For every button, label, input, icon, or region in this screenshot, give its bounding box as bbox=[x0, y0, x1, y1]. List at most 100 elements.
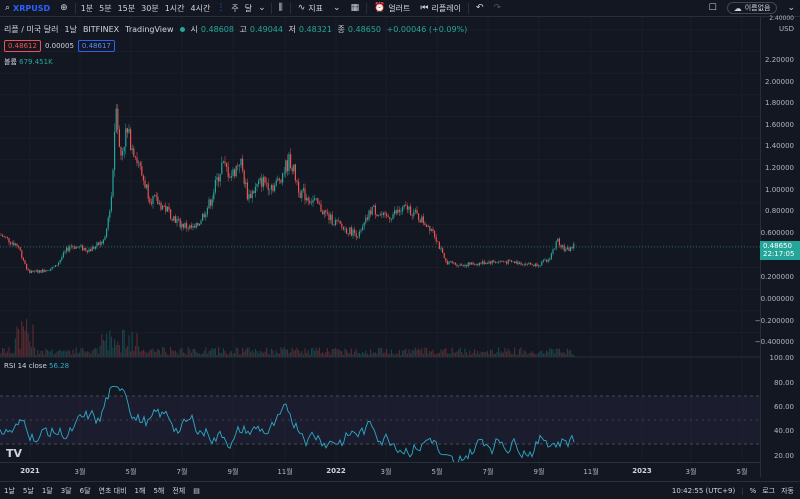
price-chart[interactable] bbox=[0, 17, 760, 462]
candle-body bbox=[37, 270, 39, 273]
date-range-button[interactable]: ▤ bbox=[189, 487, 204, 495]
indicators-dropdown[interactable]: ⌄ bbox=[328, 0, 346, 17]
candle-body bbox=[264, 176, 266, 183]
interval-day-active[interactable]: ⋮ bbox=[213, 0, 228, 17]
volume-bar bbox=[30, 347, 32, 357]
clock[interactable]: 10:42:55 (UTC+9) bbox=[671, 486, 736, 495]
range-5y[interactable]: 5해 bbox=[153, 486, 165, 495]
volume-bar bbox=[350, 348, 352, 357]
rsi-title[interactable]: RSI 14 close bbox=[4, 362, 47, 370]
tradingview-logo[interactable]: 𝗧𝗩 bbox=[6, 447, 23, 460]
candle-body bbox=[299, 192, 301, 198]
range-1y[interactable]: 1해 bbox=[134, 486, 146, 495]
redo-button[interactable]: ↷ bbox=[489, 0, 507, 17]
candle-body bbox=[51, 267, 53, 269]
volume-bar bbox=[475, 353, 477, 357]
interval-4h[interactable]: 4시간 bbox=[190, 3, 211, 13]
volume-bar bbox=[195, 351, 197, 357]
percent-toggle[interactable]: % bbox=[749, 486, 757, 495]
interval-5m[interactable]: 5분 bbox=[99, 3, 112, 13]
volume-bar bbox=[115, 344, 117, 357]
volume-bar bbox=[269, 354, 271, 357]
range-3m[interactable]: 3달 bbox=[60, 486, 72, 495]
volume-bar bbox=[509, 350, 511, 357]
volume-bar bbox=[434, 354, 436, 357]
layout-dropdown[interactable]: ⌄ bbox=[782, 0, 800, 17]
candle-body bbox=[80, 245, 82, 247]
range-ytd[interactable]: 연초 대비 bbox=[98, 486, 127, 495]
volume-bar bbox=[198, 353, 200, 357]
add-circle-icon: ⊕ bbox=[60, 3, 68, 13]
alert-button[interactable]: ⏰ 얼러트 bbox=[369, 0, 415, 17]
symbol-title[interactable]: 리플 / 미국 달러 bbox=[4, 25, 59, 34]
range-1m[interactable]: 1달 bbox=[41, 486, 53, 495]
interval-1h[interactable]: 1시간 bbox=[164, 3, 185, 13]
symbol-search[interactable]: ⌕ XRPUSD bbox=[0, 0, 55, 17]
range-1d[interactable]: 1날 bbox=[4, 486, 15, 495]
candle-body bbox=[381, 214, 383, 216]
volume-bar bbox=[485, 352, 487, 357]
interval-week[interactable]: 주 bbox=[231, 3, 239, 13]
volume-bar bbox=[456, 351, 458, 357]
interval-15m[interactable]: 15분 bbox=[117, 3, 136, 13]
chart-grid bbox=[0, 17, 760, 462]
range-5d[interactable]: 5날 bbox=[22, 486, 34, 495]
buy-button[interactable]: 0.48617 bbox=[77, 40, 115, 52]
compare-button[interactable]: ⊕ bbox=[55, 0, 73, 17]
volume-bar bbox=[418, 348, 420, 357]
volume-bar bbox=[390, 349, 392, 357]
volume-bar bbox=[197, 352, 199, 357]
volume-bar bbox=[13, 353, 15, 357]
undo-button[interactable]: ↶ bbox=[471, 0, 489, 17]
range-all[interactable]: 전체 bbox=[172, 486, 186, 495]
candle-body bbox=[59, 260, 61, 263]
candle-body bbox=[398, 209, 400, 212]
volume-bar bbox=[85, 352, 87, 357]
candle-body bbox=[195, 222, 197, 228]
candle-body bbox=[173, 216, 175, 221]
interval-month[interactable]: 달 bbox=[244, 3, 253, 13]
volume-bar bbox=[40, 350, 42, 357]
candle-body bbox=[437, 241, 439, 242]
candle-body bbox=[285, 160, 287, 174]
candle-body bbox=[544, 259, 546, 261]
range-6m[interactable]: 6달 bbox=[79, 486, 91, 495]
volume-bar bbox=[6, 351, 8, 357]
currency-label[interactable]: USD bbox=[779, 25, 794, 33]
volume-bar bbox=[518, 349, 520, 357]
candle-body bbox=[357, 236, 359, 238]
sell-button[interactable]: 0.48612 bbox=[4, 40, 41, 52]
replay-button[interactable]: ⏮ 리플레이 bbox=[415, 0, 466, 17]
chart-type-button[interactable]: ⫼ bbox=[274, 0, 288, 17]
candle-body bbox=[53, 266, 55, 268]
log-toggle[interactable]: 로그 bbox=[762, 486, 776, 495]
volume-bar bbox=[270, 348, 272, 357]
indicators-button[interactable]: ∿ 지표 bbox=[293, 0, 328, 17]
candle-body bbox=[387, 215, 389, 218]
interval-1m[interactable]: 1분 bbox=[80, 3, 94, 13]
auto-toggle[interactable]: 자동 bbox=[781, 486, 794, 495]
volume-bar bbox=[445, 348, 447, 357]
volume-bar bbox=[410, 353, 412, 357]
volume-bar bbox=[550, 348, 552, 357]
volume-bar bbox=[565, 354, 567, 357]
chart-legend: 리플 / 미국 달러 1날 BITFINEX TradingView 시 0.48… bbox=[4, 24, 470, 35]
candle-body bbox=[557, 238, 559, 242]
candle-body bbox=[394, 210, 396, 215]
volume-bar bbox=[301, 351, 303, 357]
interval-dropdown[interactable]: ⌄ bbox=[255, 0, 269, 17]
save-layout[interactable]: ☁ 이름없음 bbox=[722, 0, 783, 17]
volume-bar bbox=[358, 353, 360, 357]
volume-bar bbox=[397, 354, 399, 357]
volume-bar bbox=[435, 353, 437, 357]
time-axis[interactable]: 2021 3월 5월 7월 9월 11월 2022 3월 5월 7월 9월 11… bbox=[0, 462, 760, 479]
candle-body bbox=[467, 262, 469, 267]
volume-bar bbox=[246, 347, 248, 357]
interval-30m[interactable]: 30분 bbox=[141, 3, 159, 13]
volume-bar bbox=[162, 347, 164, 357]
layouts-button[interactable]: ▦ bbox=[346, 0, 365, 17]
fullscreen-button[interactable]: ☐ bbox=[704, 0, 722, 17]
volume-bar bbox=[62, 351, 64, 357]
candle-body bbox=[237, 165, 239, 167]
open-label: 시 bbox=[190, 25, 198, 34]
